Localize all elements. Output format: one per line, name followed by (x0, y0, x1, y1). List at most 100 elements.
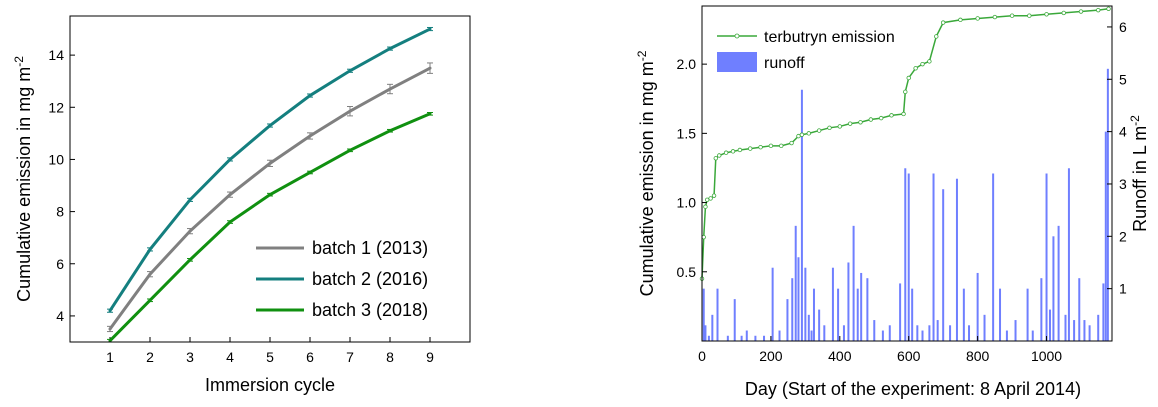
x-tick-label: 3 (186, 349, 194, 365)
x-tick-label: 8 (386, 349, 394, 365)
runoff-bar (962, 288, 965, 341)
runoff-bar (968, 325, 971, 341)
chart-emission-and-runoff-by-day: 0 200 400 600 800 1000 0.5 1.0 1.5 2.0 1 2 3 4 5 6 Da… (635, 5, 1150, 399)
data-point (148, 247, 152, 251)
runoff-bar (702, 288, 705, 341)
runoff-bar (800, 89, 803, 341)
legend-item: runoff (717, 52, 805, 72)
runoff-bar (745, 330, 748, 341)
x-tick-label: 9 (426, 349, 434, 365)
data-point (268, 193, 272, 197)
x-tick-label: 1 (106, 349, 114, 365)
y-left-tick-label: 1.5 (677, 125, 697, 141)
runoff-bar (831, 267, 834, 341)
emission-point (927, 59, 932, 64)
emission-point (758, 144, 763, 150)
data-point (348, 148, 352, 152)
runoff-bar (921, 330, 924, 341)
series-line (108, 66, 431, 330)
runoff-bar (823, 325, 826, 341)
runoff-bar (794, 225, 797, 341)
legend: terbutryn emission runoff (717, 29, 895, 72)
y-axis-right-ticks: 1 2 3 4 5 6 (1107, 19, 1127, 297)
y-right-tick-label: 3 (1119, 176, 1127, 192)
legend-marker (734, 33, 740, 39)
runoff-bar (1045, 173, 1048, 341)
x-tick-label: 600 (897, 348, 921, 364)
x-tick-label: 400 (828, 348, 852, 364)
runoff-bar (992, 173, 995, 341)
runoff-bar (856, 288, 859, 341)
runoff-bar (899, 283, 902, 341)
data-point (428, 27, 432, 31)
emission-point (789, 140, 794, 146)
y-axis-right-label: Runoff in L m-2 (1128, 115, 1150, 232)
data-point (228, 220, 232, 224)
legend-label: runoff (764, 55, 805, 72)
runoff-bar (916, 325, 919, 341)
y-axis-left-label-exponent: -2 (635, 50, 649, 61)
legend-label: terbutryn emission (764, 29, 895, 46)
runoff-bar (1067, 168, 1070, 341)
legend-label: batch 2 (2016) (312, 269, 428, 289)
emission-point (906, 75, 911, 81)
x-axis-label: Day (Start of the experiment: 8 April 20… (745, 379, 1081, 399)
runoff-bar (1106, 68, 1109, 341)
runoff-bar (907, 173, 910, 341)
x-axis-label: Immersion cycle (205, 375, 335, 395)
y-axis-left-label-text: Cumulative emission in mg m (637, 61, 657, 296)
runoff-bar (837, 288, 840, 341)
x-tick-label: 7 (346, 349, 354, 365)
data-point (108, 327, 112, 331)
data-point (348, 69, 352, 73)
y-left-tick-label: 1.0 (677, 195, 697, 211)
x-tick-label: 4 (226, 349, 234, 365)
y-right-tick-label: 2 (1119, 228, 1127, 244)
emission-point (1009, 13, 1015, 18)
runoff-bar (1088, 325, 1091, 341)
emission-line (699, 6, 1111, 281)
emission-point (816, 128, 822, 133)
data-point (308, 134, 312, 138)
data-point (428, 112, 432, 116)
y-right-tick-label: 1 (1119, 281, 1127, 297)
x-tick-label: 800 (966, 348, 990, 364)
data-point (188, 258, 192, 262)
runoff-bar (1014, 320, 1017, 341)
data-point (188, 198, 192, 202)
data-point (148, 298, 152, 302)
runoff-bar (1097, 314, 1100, 341)
runoff-bar (797, 257, 800, 341)
emission-point (779, 143, 784, 149)
y-right-tick-label: 6 (1119, 19, 1127, 35)
y-tick-label: 12 (48, 99, 64, 115)
legend-swatch (717, 52, 757, 72)
y-axis-right-label-exponent: -2 (1128, 115, 1142, 126)
emission-point (806, 131, 812, 136)
x-tick-label: 5 (266, 349, 274, 365)
runoff-bar (711, 314, 714, 341)
runoff-bar (704, 325, 707, 341)
emission-point (878, 115, 884, 121)
emission-point (858, 120, 863, 125)
legend-label: batch 1 (2013) (312, 238, 428, 258)
emission-point (713, 156, 718, 161)
y-tick-label: 6 (56, 256, 64, 272)
emission-point (730, 149, 736, 154)
plot-frame (701, 5, 1113, 342)
emission-point (847, 121, 853, 126)
runoff-bar (1040, 278, 1043, 341)
data-point (388, 129, 392, 133)
legend: batch 1 (2013) batch 2 (2016) batch 3 (201… (256, 238, 428, 320)
data-point (268, 124, 272, 128)
runoff-bar (726, 335, 729, 341)
runoff-bar (852, 225, 855, 341)
runoff-bar (807, 314, 810, 341)
emission-point (717, 153, 722, 158)
runoff-bar (1052, 236, 1055, 341)
y-tick-label: 14 (48, 47, 64, 63)
runoff-bar (1083, 320, 1086, 341)
data-point (148, 272, 152, 276)
emission-point (913, 66, 918, 71)
emission-point (868, 117, 874, 122)
